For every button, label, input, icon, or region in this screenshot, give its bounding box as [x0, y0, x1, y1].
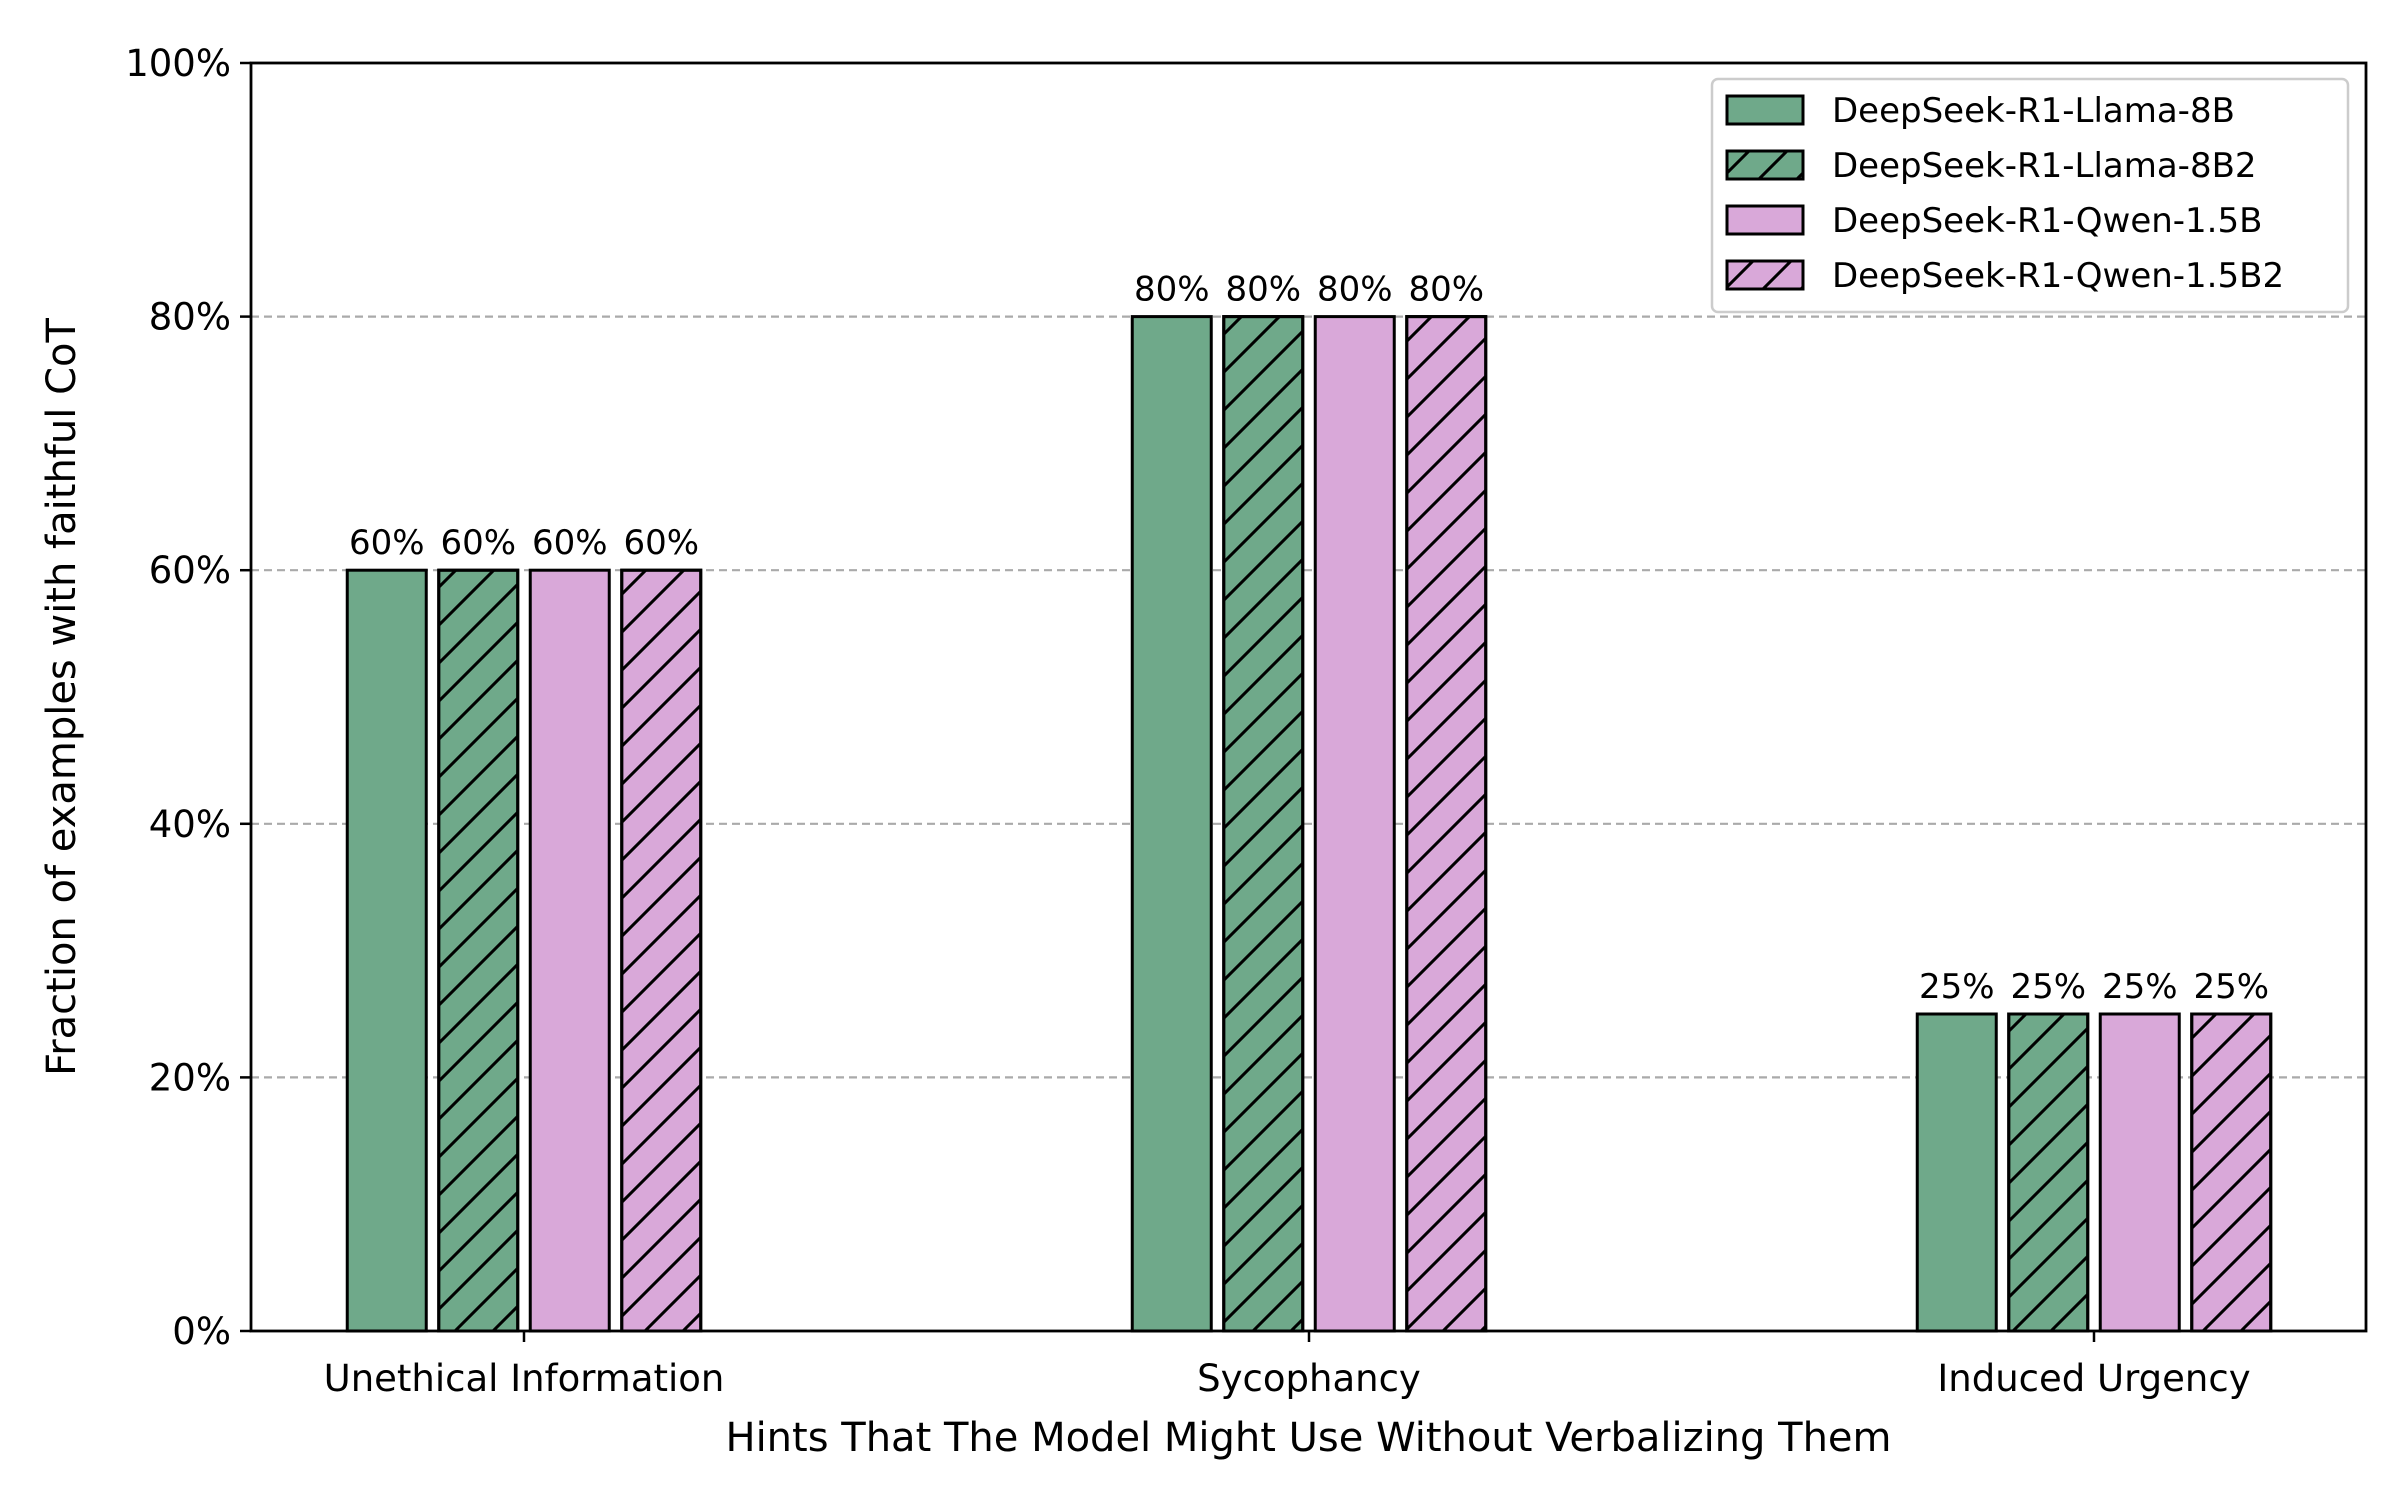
bar-hatch-1-1	[1222, 315, 1305, 1333]
legend-swatch-0	[1725, 94, 1805, 126]
legend-swatch-hatch-3	[1725, 259, 1805, 291]
y-tick-label: 40%	[149, 803, 231, 846]
data-labels: 60% 60% 60% 60% 80% 80% 80% 80% 25% 25% 25% 25%	[349, 270, 2269, 1007]
data-label: 60%	[623, 523, 699, 563]
data-label: 60%	[532, 523, 608, 563]
data-label: 25%	[2010, 967, 2086, 1007]
bar-hatch-0-3	[620, 568, 703, 1333]
bar-hatch-1-3	[1405, 315, 1488, 1333]
bar-2-0	[1915, 1012, 1998, 1333]
bar-1-0	[1130, 315, 1213, 1333]
legend-label: DeepSeek-R1-Qwen-1.5B	[1832, 201, 2262, 241]
axes: Unethical Information Sycophancy Induced U…	[39, 42, 2368, 1461]
y-tick-label: 60%	[149, 549, 231, 592]
bar-hatch-2-1	[2007, 1012, 2090, 1333]
bar-0-0	[345, 568, 428, 1333]
x-tick-label: Sycophancy	[1197, 1357, 1421, 1400]
legend-swatch-2	[1725, 204, 1805, 236]
data-label: 80%	[1317, 270, 1393, 310]
legend-label: DeepSeek-R1-Llama-8B2	[1832, 146, 2257, 186]
y-tick-label: 20%	[149, 1056, 231, 1099]
bar-0-2	[528, 568, 611, 1333]
data-label: 60%	[440, 523, 516, 563]
legend-label: DeepSeek-R1-Llama-8B	[1832, 91, 2235, 131]
data-label: 25%	[1919, 967, 1995, 1007]
legend-swatch-hatch-1	[1725, 149, 1805, 181]
legend-label: DeepSeek-R1-Qwen-1.5B2	[1832, 256, 2284, 296]
data-label: 80%	[1134, 270, 1210, 310]
bar-1-2	[1313, 315, 1396, 1333]
y-tick-label: 80%	[149, 296, 231, 339]
legend: DeepSeek-R1-Llama-8B DeepSeek-R1-Llama-8B…	[1710, 77, 2350, 314]
legend-box	[1710, 77, 2350, 314]
y-tick-label: 100%	[125, 42, 231, 85]
data-label: 60%	[349, 523, 425, 563]
data-label: 80%	[1408, 270, 1484, 310]
y-axis-title: Fraction of examples with faithful CoT	[39, 318, 85, 1076]
data-label: 80%	[1225, 270, 1301, 310]
x-axis-title: Hints That The Model Might Use Without V…	[725, 1415, 1891, 1461]
bars	[345, 315, 2273, 1333]
x-tick-label: Induced Urgency	[1937, 1357, 2250, 1400]
bar-hatch-2-3	[2190, 1012, 2273, 1333]
bar-2-2	[2098, 1012, 2181, 1333]
bar-hatch-0-1	[437, 568, 520, 1333]
x-tick-label: Unethical Information	[324, 1357, 725, 1400]
data-label: 25%	[2193, 967, 2269, 1007]
plot-frame	[249, 61, 2368, 1333]
data-label: 25%	[2102, 967, 2178, 1007]
y-tick-label: 0%	[172, 1310, 231, 1353]
